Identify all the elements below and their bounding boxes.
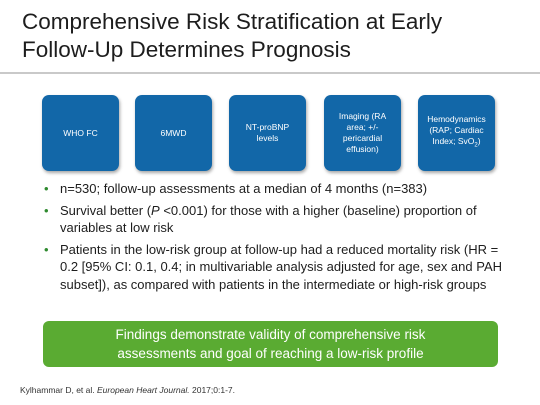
tile-label-line-3: pericardial xyxy=(342,133,383,143)
bullet-text-post: <0.001) for those with a higher (baselin… xyxy=(60,202,477,236)
title-line-2: Follow-Up Determines Prognosis xyxy=(22,37,351,62)
p-symbol: P xyxy=(151,202,160,218)
tile-label-line-2: levels xyxy=(256,133,279,143)
tile-imaging: Imaging (RA area; +/- pericardial effusi… xyxy=(324,95,401,171)
citation-details: 2017;0:1-7. xyxy=(189,385,235,395)
bullet-item: • Survival better (P <0.001) for those w… xyxy=(44,202,514,237)
tile-6mwd: 6MWD xyxy=(135,95,212,171)
tile-label-close: ) xyxy=(477,136,481,147)
tile-label-line-1: NT-proBNP xyxy=(245,122,290,132)
bullet-text: n=530; follow-up assessments at a median… xyxy=(60,181,428,196)
bullet-icon: • xyxy=(44,202,49,218)
bullet-icon: • xyxy=(44,181,49,196)
callout-line-1: Findings demonstrate validity of compreh… xyxy=(115,327,426,342)
citation: Kylhammar D, et al. European Heart Journ… xyxy=(20,385,235,395)
tile-nt-probnp: NT-proBNP levels xyxy=(229,95,306,171)
tile-label-line-2: (RAP; Cardiac xyxy=(429,125,484,136)
tile-label-line-3: Index; SvO2) xyxy=(427,136,486,152)
tile-label-line-4: effusion) xyxy=(346,144,379,154)
findings-callout: Findings demonstrate validity of compreh… xyxy=(43,321,498,367)
bullet-item: • n=530; follow-up assessments at a medi… xyxy=(44,180,514,198)
tile-label: WHO FC xyxy=(63,127,98,138)
bullet-text: Patients in the low-risk group at follow… xyxy=(60,241,502,292)
tile-label-line-1: Imaging (RA xyxy=(338,111,387,121)
title-divider xyxy=(0,72,540,74)
citation-journal: European Heart Journal. xyxy=(97,385,190,395)
bullet-item: • Patients in the low-risk group at foll… xyxy=(44,241,514,294)
slide-title: Comprehensive Risk Stratification at Ear… xyxy=(22,8,522,64)
callout-line-2: assessments and goal of reaching a low-r… xyxy=(117,346,424,361)
bullet-text-pre: Survival better ( xyxy=(60,202,152,218)
tile-hemodynamics: Hemodynamics (RAP; Cardiac Index; SvO2) xyxy=(418,95,495,171)
tile-label-text: Index; SvO xyxy=(432,136,475,147)
tile-label-line-1: Hemodynamics xyxy=(427,114,486,125)
tile-label-subscript: 2 xyxy=(474,142,478,149)
title-line-1: Comprehensive Risk Stratification at Ear… xyxy=(22,9,443,34)
bullet-list: • n=530; follow-up assessments at a medi… xyxy=(44,180,514,297)
citation-authors: Kylhammar D, et al. xyxy=(20,385,97,395)
tile-label: 6MWD xyxy=(160,127,187,138)
bullet-icon: • xyxy=(44,241,49,257)
tile-who-fc: WHO FC xyxy=(42,95,119,171)
tile-label-line-2: area; +/- xyxy=(346,122,379,132)
bullet-text: Survival better (P <0.001) for those wit… xyxy=(60,203,477,236)
